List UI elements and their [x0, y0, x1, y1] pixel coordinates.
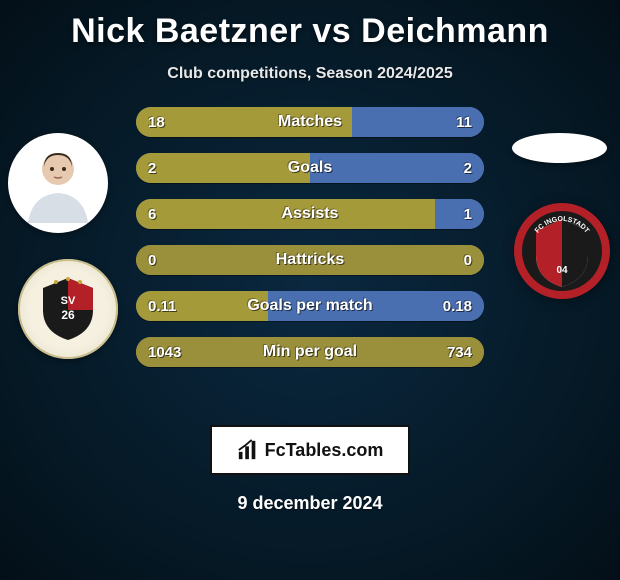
- stat-row: 0.110.18Goals per match: [136, 291, 484, 321]
- svg-text:26: 26: [61, 308, 75, 322]
- left-club-badge: SV 26: [18, 259, 118, 359]
- stat-label: Goals: [136, 153, 484, 183]
- stat-row: 1811Matches: [136, 107, 484, 137]
- right-club-badge: 04 FC INGOLSTADT: [512, 201, 612, 301]
- page-title: Nick Baetzner vs Deichmann: [0, 0, 620, 51]
- stat-row: 61Assists: [136, 199, 484, 229]
- stat-bars: 1811Matches 22Goals 61Assists 00Hattricks 0.…: [136, 107, 484, 383]
- stat-row: 00Hattricks: [136, 245, 484, 275]
- left-player-column: SV 26: [8, 133, 113, 359]
- stat-row: 22Goals: [136, 153, 484, 183]
- stat-row: 1043734Min per goal: [136, 337, 484, 367]
- brand-text: FcTables.com: [265, 440, 384, 461]
- stat-label: Hattricks: [136, 245, 484, 275]
- stat-label: Min per goal: [136, 337, 484, 367]
- brand-badge[interactable]: FcTables.com: [210, 425, 410, 475]
- svg-text:04: 04: [556, 265, 568, 276]
- barchart-icon: [237, 439, 259, 461]
- stat-label: Assists: [136, 199, 484, 229]
- person-icon: [18, 143, 98, 223]
- subtitle: Club competitions, Season 2024/2025: [0, 65, 620, 83]
- comparison-stage: SV 26 04 FC INGOLSTADT: [0, 107, 620, 407]
- left-player-avatar: [8, 133, 108, 233]
- date-text: 9 december 2024: [0, 493, 620, 514]
- svg-text:SV: SV: [61, 295, 76, 307]
- shield-icon: SV 26: [33, 274, 103, 344]
- stat-label: Goals per match: [136, 291, 484, 321]
- right-player-column: 04 FC INGOLSTADT: [507, 133, 612, 301]
- stat-label: Matches: [136, 107, 484, 137]
- right-player-avatar: [512, 133, 607, 163]
- shield-icon: 04 FC INGOLSTADT: [512, 201, 612, 301]
